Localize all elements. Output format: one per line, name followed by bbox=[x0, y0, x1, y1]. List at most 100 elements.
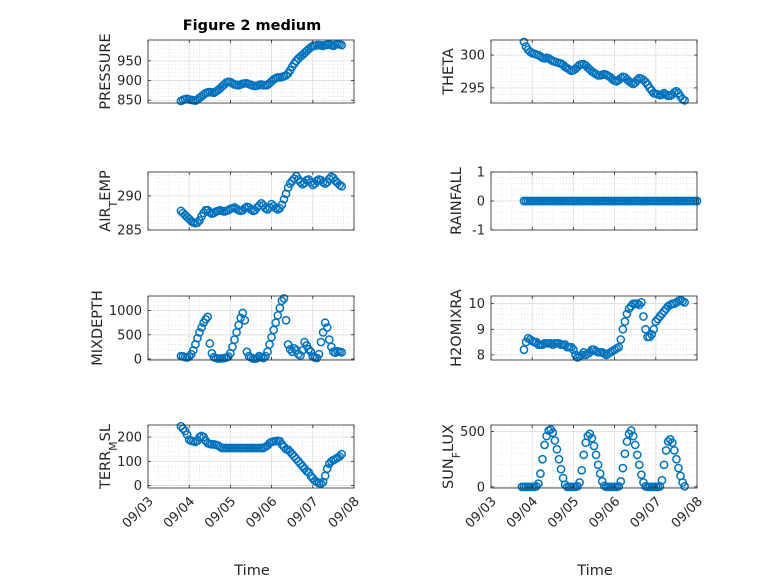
y-tick-label: 100 bbox=[117, 455, 142, 470]
y-axis-label: THETA bbox=[441, 48, 457, 96]
data-point bbox=[335, 452, 344, 461]
data-point bbox=[620, 449, 630, 459]
data-point bbox=[337, 347, 346, 357]
data-point bbox=[283, 340, 293, 349]
data-point bbox=[203, 312, 213, 322]
y-axis-label: TERRMSL bbox=[98, 424, 120, 490]
data-point bbox=[534, 479, 543, 488]
data-point bbox=[622, 309, 632, 319]
data-point bbox=[577, 465, 586, 475]
y-tick-label: 290 bbox=[117, 189, 142, 204]
y-tick-label: 1 bbox=[477, 166, 485, 181]
data-point bbox=[337, 40, 346, 50]
data-point bbox=[337, 449, 346, 459]
data-point bbox=[316, 479, 326, 488]
data-point bbox=[672, 86, 681, 96]
data-point bbox=[597, 477, 607, 486]
data-point bbox=[281, 315, 291, 325]
data-point bbox=[569, 345, 578, 355]
y-tick-label: 285 bbox=[117, 224, 142, 239]
data-point bbox=[585, 429, 595, 439]
data-point bbox=[637, 298, 646, 307]
data-point bbox=[289, 344, 299, 353]
data-point bbox=[316, 337, 326, 347]
y-tick-label: 850 bbox=[117, 94, 142, 109]
data-point bbox=[672, 454, 681, 464]
y-tick-label: 950 bbox=[117, 54, 142, 69]
data-point bbox=[277, 200, 287, 210]
y-tick-label: 900 bbox=[117, 74, 142, 89]
data-point bbox=[277, 296, 287, 306]
data-point bbox=[591, 450, 601, 460]
data-point bbox=[201, 314, 211, 324]
data-point bbox=[193, 218, 202, 227]
y-tick-label: 200 bbox=[117, 431, 142, 446]
data-point bbox=[556, 464, 566, 474]
data-point bbox=[548, 428, 558, 438]
data-point bbox=[618, 324, 628, 334]
x-axis-label-right: Time bbox=[576, 563, 613, 579]
y-tick-label: 8 bbox=[477, 348, 485, 363]
data-point bbox=[337, 181, 346, 191]
data-point bbox=[632, 75, 642, 85]
y-tick-label: 0 bbox=[477, 195, 485, 210]
data-point bbox=[195, 328, 204, 337]
data-point bbox=[667, 438, 677, 448]
data-point bbox=[639, 312, 648, 321]
data-point bbox=[240, 315, 250, 325]
data-point bbox=[626, 426, 636, 435]
y-axis-label: MIXDEPTH bbox=[90, 290, 106, 366]
data-point bbox=[595, 469, 605, 478]
data-point bbox=[663, 437, 673, 446]
data-point bbox=[552, 444, 562, 454]
axes-box bbox=[147, 171, 355, 231]
data-point bbox=[538, 454, 547, 464]
data-point bbox=[331, 348, 340, 358]
y-tick-label: 0 bbox=[134, 479, 142, 494]
y-axis-label: H2OMIXRA bbox=[449, 289, 465, 367]
data-point bbox=[296, 351, 305, 360]
data-point bbox=[195, 216, 204, 225]
y-tick-label: 500 bbox=[460, 425, 485, 440]
y-axis-label: AIRTEMP bbox=[98, 170, 120, 232]
data-point bbox=[536, 469, 545, 478]
data-point bbox=[554, 454, 564, 464]
y-axis-label: PRESSURE bbox=[98, 33, 114, 109]
axes-box bbox=[147, 424, 355, 489]
data-point bbox=[674, 463, 683, 473]
data-point bbox=[669, 446, 679, 455]
y-tick-label: 10 bbox=[468, 297, 485, 312]
data-point bbox=[634, 460, 644, 470]
data-point bbox=[322, 464, 332, 473]
data-point bbox=[279, 194, 289, 204]
axes-box bbox=[490, 424, 698, 489]
data-point bbox=[622, 437, 632, 446]
data-point bbox=[659, 460, 669, 470]
data-point bbox=[242, 347, 252, 357]
data-point bbox=[320, 318, 330, 328]
data-point bbox=[680, 96, 689, 105]
data-point bbox=[647, 330, 657, 339]
y-tick-label: 0 bbox=[134, 353, 142, 368]
data-point bbox=[579, 450, 589, 460]
data-point bbox=[616, 477, 626, 486]
data-point bbox=[205, 339, 215, 348]
y-tick-label: 0 bbox=[477, 480, 485, 495]
data-point bbox=[314, 349, 324, 359]
y-tick-label: 500 bbox=[117, 328, 142, 343]
data-point bbox=[326, 342, 336, 352]
data-point bbox=[252, 353, 262, 363]
data-point bbox=[614, 481, 624, 491]
data-point bbox=[519, 345, 529, 355]
data-point bbox=[306, 347, 316, 357]
y-tick-label: 300 bbox=[460, 49, 485, 64]
data-point bbox=[618, 463, 628, 473]
data-point bbox=[620, 317, 630, 326]
y-axis-label: SUNFLUX bbox=[441, 424, 463, 489]
data-point bbox=[589, 441, 599, 451]
data-point bbox=[182, 430, 192, 440]
y-tick-label: 9 bbox=[477, 323, 485, 338]
